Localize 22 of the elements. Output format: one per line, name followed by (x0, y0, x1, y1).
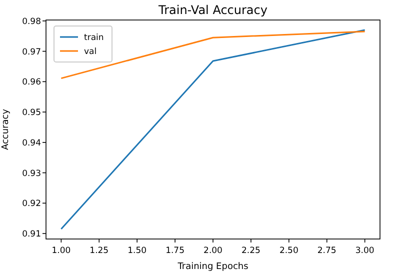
y-tick-label: 0.94 (22, 138, 41, 148)
y-tick-label: 0.91 (22, 230, 41, 240)
x-tick-label: 1.25 (90, 246, 109, 256)
x-tick-label: 1.00 (52, 246, 71, 256)
chart-title: Train-Val Accuracy (158, 3, 268, 17)
y-axis-title: Accuracy (1, 108, 11, 150)
x-tick-label: 3.00 (355, 246, 374, 256)
y-tick-label: 0.98 (22, 16, 41, 27)
legend-label: train (84, 32, 104, 43)
legend-label: val (84, 46, 97, 57)
x-tick-label: 2.50 (279, 246, 298, 256)
y-tick-label: 0.95 (22, 108, 41, 118)
y-tick-label: 0.93 (22, 168, 41, 179)
x-tick-label: 2.75 (317, 246, 336, 256)
y-tick-label: 0.92 (22, 199, 41, 210)
x-axis-title: Training Epochs (176, 262, 249, 272)
x-tick-label: 2.25 (241, 246, 260, 256)
x-tick-label: 1.75 (166, 246, 185, 256)
x-tick-label: 1.50 (128, 246, 147, 256)
y-tick-label: 0.97 (22, 47, 41, 58)
y-tick-label: 0.96 (22, 78, 41, 88)
x-tick-label: 2.00 (204, 246, 222, 256)
